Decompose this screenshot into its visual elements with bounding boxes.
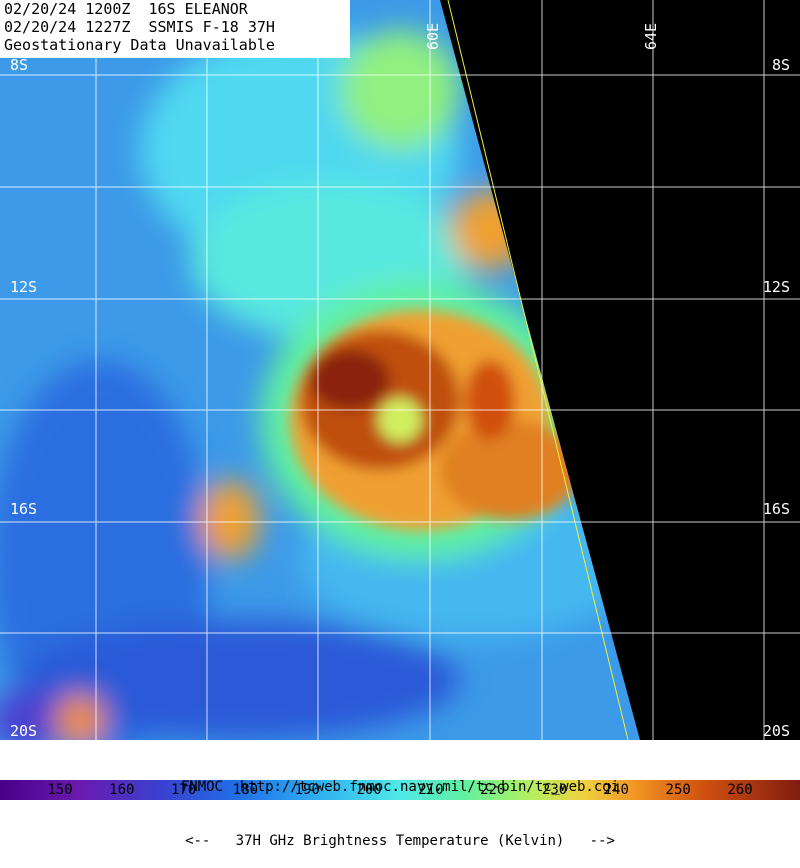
colorbar-tick-label: 220 xyxy=(480,782,505,798)
lon-label: 64E xyxy=(642,23,660,50)
no-data-region xyxy=(440,0,800,740)
graticule xyxy=(0,0,800,740)
header: 02/20/24 1200Z 16S ELEANOR 02/20/24 1227Z… xyxy=(0,0,350,58)
lat-label: 12S xyxy=(763,278,790,296)
source-line: FNMOC http://tcweb.fnmoc.navy.mil/tc-bin… xyxy=(180,779,620,795)
colorbar xyxy=(0,780,800,800)
colorbar-tick-label: 240 xyxy=(604,782,629,798)
satellite-map: 8S 8S 12S 12S 16S 16S 20S 20S 60E 64E 150 160 170 180… xyxy=(0,0,800,800)
header-line: 02/20/24 1200Z 16S ELEANOR xyxy=(4,0,248,18)
lat-label: 16S xyxy=(763,500,790,518)
colorbar-tick-label: 160 xyxy=(109,782,134,798)
lat-label: 20S xyxy=(10,722,37,740)
lat-label: 16S xyxy=(10,500,37,518)
footer: FNMOC http://tcweb.fnmoc.navy.mil/tc-bin… xyxy=(0,740,800,849)
lat-label: 12S xyxy=(10,278,37,296)
colorbar-tick-label: 170 xyxy=(171,782,196,798)
storm xyxy=(290,310,580,530)
colorbar-tick-label: 150 xyxy=(47,782,72,798)
colorbar-tick-label: 250 xyxy=(666,782,691,798)
colorbar-tick-label: 180 xyxy=(233,782,258,798)
page: 8S 8S 12S 12S 16S 16S 20S 20S 60E 64E 150 160 170 180… xyxy=(0,0,800,849)
lat-label: 8S xyxy=(10,56,28,74)
lat-label: 20S xyxy=(763,722,790,740)
swath-edge xyxy=(447,0,629,741)
colorbar-tick-label: 190 xyxy=(295,782,320,798)
header-line: 02/20/24 1227Z SSMIS F-18 37H xyxy=(4,18,275,36)
lat-label: 8S xyxy=(772,56,790,74)
header-line: Geostationary Data Unavailable xyxy=(4,36,275,54)
colorbar-tick-label: 230 xyxy=(542,782,567,798)
legend-title: <-- 37H GHz Brightness Temperature (Kelv… xyxy=(185,833,615,849)
colorbar-tick-label: 200 xyxy=(356,782,381,798)
colorbar-tick-label: 260 xyxy=(727,782,752,798)
colorbar-tick-label: 210 xyxy=(418,782,443,798)
lon-label: 60E xyxy=(424,23,442,50)
